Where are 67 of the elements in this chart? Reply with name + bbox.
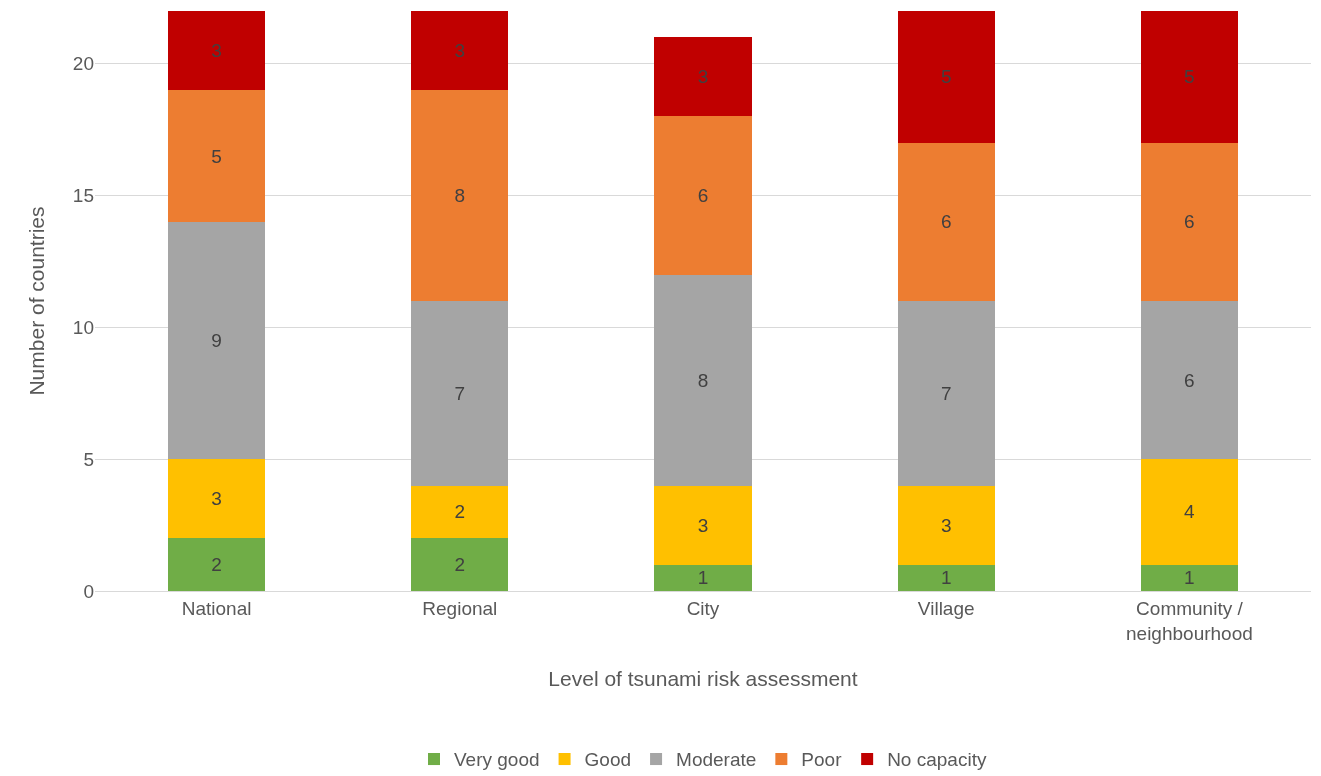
- data-label: 7: [940, 382, 952, 404]
- bar: [411, 11, 509, 91]
- bar: [897, 142, 995, 301]
- data-label: 6: [697, 185, 709, 207]
- bar: [1140, 564, 1239, 591]
- bar: [167, 11, 266, 91]
- bar: [1140, 11, 1239, 143]
- data-label: 7: [454, 382, 466, 404]
- legend-label: Poor: [801, 749, 843, 771]
- data-label: 1: [940, 567, 952, 589]
- data-label: 3: [697, 514, 709, 536]
- bar: [167, 90, 266, 222]
- bar: [1140, 301, 1239, 460]
- data-label: 2: [454, 554, 466, 576]
- data-label: 5: [211, 145, 222, 167]
- legend-label: Very good: [454, 749, 540, 771]
- data-label: 9: [211, 330, 222, 352]
- bar: [654, 274, 752, 486]
- data-label: 3: [940, 514, 952, 536]
- legend-label: Moderate: [676, 749, 757, 771]
- bar: [411, 90, 509, 301]
- data-label: 3: [211, 488, 222, 510]
- y-tick-label: 10: [72, 317, 94, 339]
- bar: [411, 301, 509, 486]
- data-label: 3: [211, 40, 222, 62]
- bar: [897, 485, 995, 565]
- y-axis-title: Number of countries: [25, 206, 49, 396]
- data-label: 5: [940, 66, 952, 88]
- y-tick-label: 0: [83, 580, 94, 602]
- data-label: 2: [454, 501, 466, 523]
- bar: [654, 485, 752, 565]
- x-tick-label: Community / neighbourhood: [1126, 597, 1253, 644]
- legend-label: Good: [584, 749, 632, 771]
- bar: [897, 564, 995, 591]
- y-tick-label: 20: [72, 53, 94, 75]
- bar: [897, 11, 995, 143]
- bar: [654, 37, 752, 117]
- data-label: 8: [697, 369, 709, 391]
- data-label: 1: [1184, 567, 1195, 589]
- x-axis-title: Level of tsunami risk assessment: [548, 666, 858, 690]
- x-tick-label: City: [686, 597, 720, 619]
- y-tick-label: 15: [72, 185, 94, 207]
- data-label: 6: [1184, 369, 1195, 391]
- data-label: 3: [697, 66, 709, 88]
- data-label: 1: [697, 567, 709, 589]
- bar: [411, 485, 509, 539]
- bar: [1140, 459, 1239, 565]
- bar: [167, 459, 266, 539]
- data-label: 3: [454, 40, 466, 62]
- bar: [1140, 142, 1239, 301]
- x-tick-label: Regional: [422, 597, 498, 619]
- x-tick-label: Village: [917, 597, 975, 619]
- data-label: 8: [454, 185, 466, 207]
- legend-label: No capacity: [887, 749, 987, 771]
- bar: [411, 538, 509, 591]
- data-label: 6: [1184, 211, 1195, 233]
- data-label: 5: [1184, 66, 1195, 88]
- bar: [654, 564, 752, 591]
- y-tick-label: 5: [83, 448, 94, 470]
- data-label: 6: [940, 211, 952, 233]
- bar: [654, 116, 752, 275]
- x-tick-label: National: [181, 597, 252, 619]
- data-label: 4: [1183, 501, 1195, 523]
- data-label: 2: [211, 554, 222, 576]
- bar: [167, 538, 266, 591]
- bar: [167, 221, 266, 460]
- bar: [897, 301, 995, 486]
